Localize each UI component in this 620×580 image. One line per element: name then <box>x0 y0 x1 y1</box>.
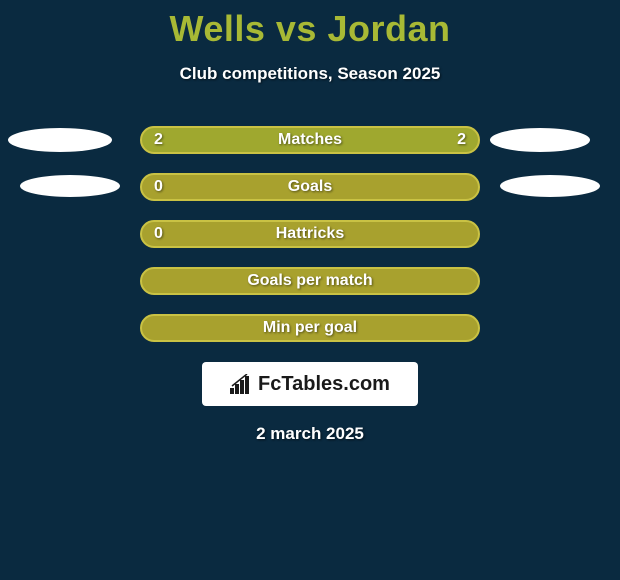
stat-bar: Hattricks0 <box>140 220 480 248</box>
stat-row: Matches2 2 <box>0 126 620 156</box>
stat-label: Goals <box>142 178 478 196</box>
player-ellipse-icon <box>500 175 600 197</box>
stat-bar: Goals0 <box>140 173 480 201</box>
stat-value-left: 2 <box>154 131 163 149</box>
player-ellipse-icon <box>20 175 120 197</box>
stat-label: Goals per match <box>142 272 478 290</box>
player-ellipse-icon <box>490 128 590 152</box>
stat-label: Matches <box>142 131 478 149</box>
stat-label: Min per goal <box>142 319 478 337</box>
player-ellipse-icon <box>8 128 112 152</box>
stat-value-left: 0 <box>154 225 163 243</box>
logo: FcTables.com <box>230 373 390 396</box>
subtitle: Club competitions, Season 2025 <box>0 64 620 84</box>
title-vs: vs <box>265 8 327 49</box>
logo-text: FcTables.com <box>258 373 390 396</box>
title-player-left: Wells <box>170 8 266 49</box>
bar-chart-icon <box>230 374 254 394</box>
stats-container: Matches22Goals0Hattricks0Goals per match… <box>0 126 620 344</box>
stat-row: Goals per match <box>0 267 620 297</box>
stat-row: Goals0 <box>0 173 620 203</box>
stat-row: Hattricks0 <box>0 220 620 250</box>
stat-value-right: 2 <box>457 131 466 149</box>
stat-bar: Min per goal <box>140 314 480 342</box>
stat-bar: Matches2 2 <box>140 126 480 154</box>
stat-label: Hattricks <box>142 225 478 243</box>
date-text: 2 march 2025 <box>0 424 620 444</box>
title-player-right: Jordan <box>327 8 450 49</box>
logo-box: FcTables.com <box>202 362 418 406</box>
stat-row: Min per goal <box>0 314 620 344</box>
stat-value-left: 0 <box>154 178 163 196</box>
comparison-infographic: Wells vs Jordan Club competitions, Seaso… <box>0 0 620 580</box>
page-title: Wells vs Jordan <box>0 0 620 50</box>
stat-bar: Goals per match <box>140 267 480 295</box>
